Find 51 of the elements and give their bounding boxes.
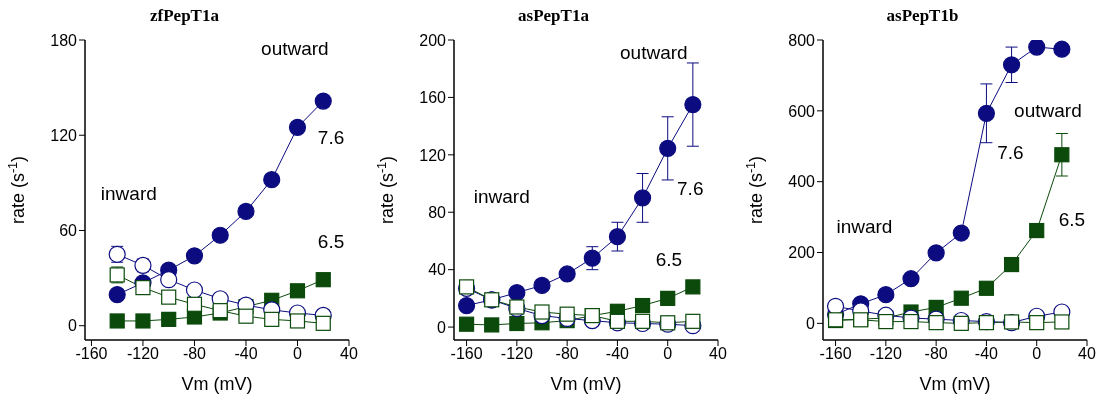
y-tick-label: 0	[68, 317, 78, 335]
x-axis-title: Vm (mV)	[181, 374, 253, 394]
annotation: 6.5	[317, 230, 345, 253]
annotation: inward	[473, 185, 530, 208]
x-tick-label: -120	[126, 345, 160, 363]
x-tick-label: 0	[663, 345, 673, 363]
x-tick-label: -80	[924, 345, 948, 363]
x-tick-label: 0	[293, 345, 303, 363]
x-tick-label: -80	[182, 345, 207, 363]
y-tick-label: 0	[437, 318, 447, 336]
x-tick-label: -40	[605, 345, 630, 363]
y-tick-label: 400	[788, 173, 816, 191]
x-tick-label: -120	[500, 345, 533, 363]
y-tick-label: 120	[50, 126, 78, 144]
annotation: 6.5	[1058, 208, 1086, 231]
y-tick-label: 60	[59, 222, 78, 240]
x-tick-label: -160	[450, 345, 483, 363]
x-tick-label: -40	[974, 345, 999, 363]
annotation: outward	[620, 41, 688, 64]
x-tick-label: 0	[1032, 345, 1042, 363]
y-tick-label: 80	[428, 203, 447, 221]
x-tick-label: -80	[555, 345, 579, 363]
y-tick-label: 200	[419, 31, 447, 49]
x-axis-title: Vm (mV)	[919, 374, 991, 394]
annotation: outward	[261, 38, 329, 60]
y-tick-label: 40	[428, 261, 447, 279]
x-tick-label: -160	[75, 345, 108, 363]
annotation: 7.6	[677, 178, 704, 201]
annotation: 6.5	[655, 248, 683, 271]
y-tick-label: 800	[788, 31, 816, 49]
x-tick-label: -160	[819, 345, 852, 363]
chart-title: asPepT1a	[517, 6, 590, 26]
y-tick-label: 160	[419, 89, 447, 107]
x-tick-label: 40	[340, 345, 358, 363]
y-tick-label: 200	[788, 244, 816, 262]
chart-title: asPepT1b	[885, 6, 960, 26]
x-tick-label: -40	[234, 345, 258, 363]
x-axis-title: Vm (mV)	[550, 374, 622, 394]
x-tick-label: -120	[869, 345, 902, 363]
y-tick-label: 180	[50, 31, 78, 49]
annotation: outward	[1014, 99, 1082, 122]
chart-title: zfPepT1a	[149, 6, 220, 26]
annotation: 7.6	[997, 141, 1024, 164]
annotation: inward	[100, 182, 157, 205]
annotation: 7.6	[317, 127, 345, 150]
annotation: inward	[836, 215, 893, 238]
x-tick-label: 40	[1078, 345, 1096, 363]
y-tick-label: 0	[806, 315, 816, 333]
y-tick-label: 600	[788, 102, 816, 120]
y-tick-label: 120	[419, 146, 447, 164]
x-tick-label: 40	[709, 345, 727, 363]
